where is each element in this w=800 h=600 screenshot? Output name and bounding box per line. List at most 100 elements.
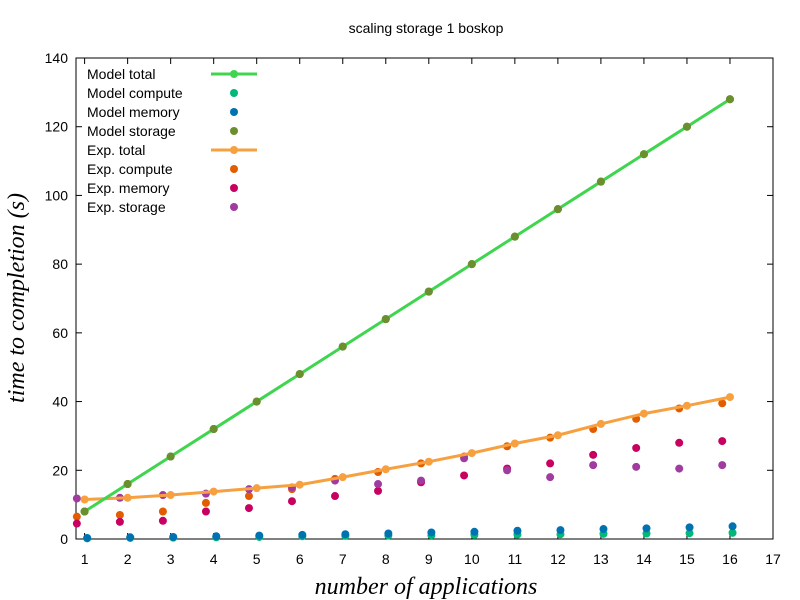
data-point [599, 525, 608, 534]
data-point [381, 465, 390, 474]
legend-item: Exp. total [87, 142, 257, 158]
data-point [331, 492, 340, 501]
data-point [338, 473, 347, 482]
plot-frame [75, 57, 774, 540]
data-point [728, 528, 737, 537]
data-point [341, 530, 350, 539]
data-point [589, 450, 598, 459]
legend: Model total Model compute Model memory Mode… [87, 66, 257, 215]
x-tick-label: 15 [679, 551, 695, 567]
legend-item: Model memory [87, 104, 238, 120]
y-tick-label: 140 [45, 50, 69, 66]
x-tick-label: 2 [124, 551, 132, 567]
y-tick-label: 60 [52, 325, 68, 341]
legend-marker [230, 108, 238, 116]
x-tick-label: 4 [210, 551, 218, 567]
data-point [252, 397, 261, 406]
series-layer [72, 95, 737, 543]
legend-marker [230, 184, 238, 192]
data-point [72, 494, 81, 503]
data-point [467, 449, 476, 458]
y-tick-labels: 0 20 40 60 80 100 120 140 [45, 50, 69, 547]
data-point [212, 532, 221, 541]
y-tick-label: 120 [45, 119, 69, 135]
x-tick-labels: 1 2 3 4 5 6 7 8 9 10 11 12 13 14 15 16 17 [81, 551, 781, 567]
data-point [642, 524, 651, 533]
series-exp-total [80, 393, 734, 504]
x-tick-label: 5 [253, 551, 261, 567]
x-tick-label: 14 [636, 551, 652, 567]
legend-label: Model memory [87, 104, 180, 120]
data-point [417, 476, 426, 485]
data-point [728, 522, 737, 531]
data-point [252, 484, 261, 493]
series-model-compute [83, 528, 737, 543]
y-tick-label: 100 [45, 187, 69, 203]
series-model-storage-overlay [80, 95, 734, 516]
data-point [424, 287, 433, 296]
data-point [80, 495, 89, 504]
data-point [639, 150, 648, 159]
y-axis-label: time to completion (s) [4, 193, 30, 403]
legend-marker [230, 203, 238, 211]
data-point [510, 439, 519, 448]
x-tick-label: 8 [382, 551, 390, 567]
legend-item: Exp. compute [87, 161, 238, 177]
legend-marker [230, 70, 238, 78]
data-point [553, 205, 562, 214]
y-tick-label: 0 [60, 531, 68, 547]
data-point [381, 315, 390, 324]
series-exp-memory [72, 437, 727, 528]
x-tick-label: 7 [339, 551, 347, 567]
x-tick-label: 9 [425, 551, 433, 567]
legend-label: Exp. memory [87, 180, 169, 196]
x-tick-label: 11 [508, 551, 523, 567]
data-point [338, 342, 347, 351]
data-point [244, 492, 253, 501]
data-point [632, 443, 641, 452]
data-point [166, 452, 175, 461]
data-point [80, 507, 89, 516]
data-point [685, 523, 694, 532]
legend-marker [230, 127, 238, 135]
data-point [295, 480, 304, 489]
data-point [596, 419, 605, 428]
legend-label: Model total [87, 66, 155, 82]
data-point [718, 437, 727, 446]
data-point [374, 480, 383, 489]
data-point [374, 486, 383, 495]
x-tick-label: 3 [167, 551, 175, 567]
data-point [72, 512, 81, 521]
legend-item: Model total [87, 66, 257, 82]
x-tick-label: 1 [81, 551, 89, 567]
series-model-memory [83, 522, 737, 542]
x-tick-label: 10 [464, 551, 480, 567]
y-tick-label: 20 [52, 462, 68, 478]
legend-label: Exp. total [87, 142, 145, 158]
data-point [209, 487, 218, 496]
data-point [166, 491, 175, 500]
legend-label: Exp. storage [87, 199, 166, 215]
data-point [83, 533, 92, 542]
data-point [513, 526, 522, 535]
x-tick-label: 13 [593, 551, 609, 567]
data-point [158, 516, 167, 525]
x-tick-label: 17 [765, 551, 781, 567]
data-point [556, 526, 565, 535]
data-point [123, 493, 132, 502]
legend-marker [230, 146, 238, 154]
x-tick-label: 12 [550, 551, 566, 567]
legend-item: Exp. storage [87, 199, 238, 215]
data-point [467, 260, 476, 269]
data-point [639, 409, 648, 418]
data-point [685, 529, 694, 538]
legend-item: Model storage [87, 123, 238, 139]
data-point [295, 370, 304, 379]
data-point [546, 459, 555, 468]
data-point [244, 504, 253, 513]
data-point [510, 232, 519, 241]
chart-title: scaling storage 1 boskop [349, 20, 504, 36]
data-point [589, 461, 598, 470]
y-tick-label: 40 [52, 394, 68, 410]
axis-ticks [76, 57, 774, 540]
